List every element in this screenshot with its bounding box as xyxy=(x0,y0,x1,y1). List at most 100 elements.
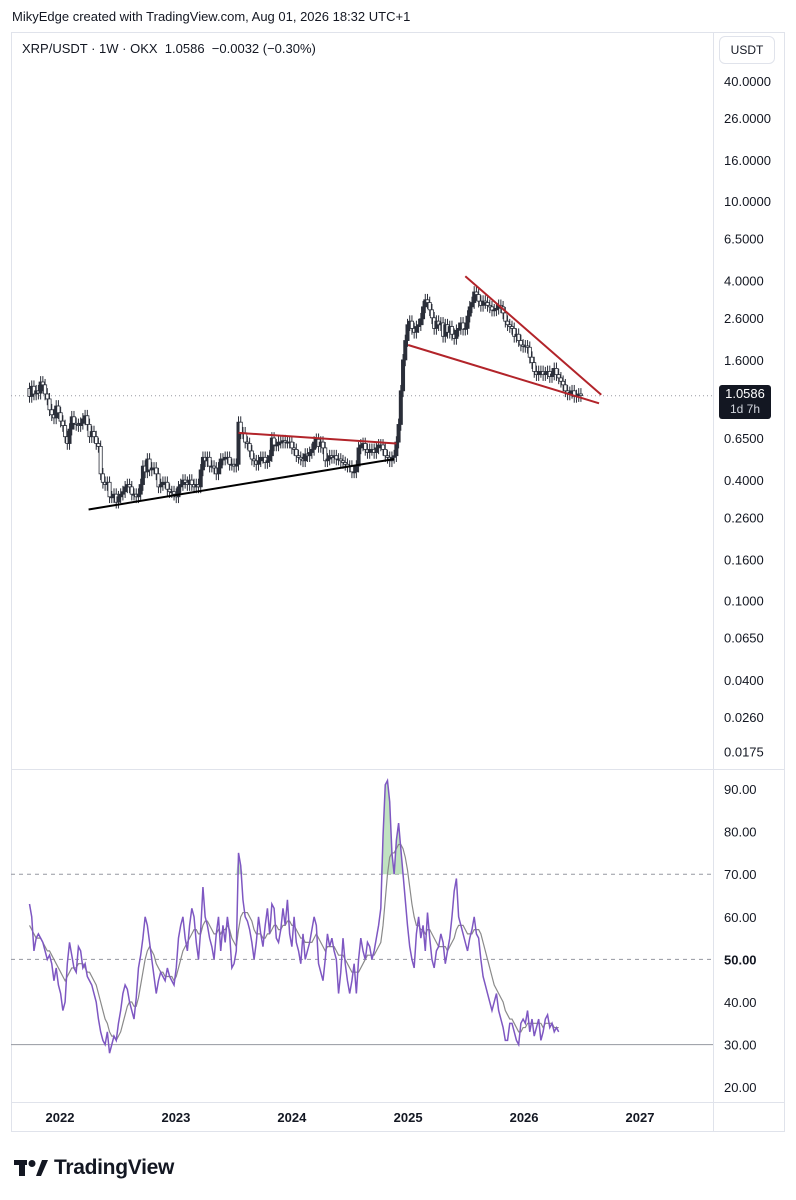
candle xyxy=(109,490,114,504)
candle xyxy=(60,415,65,432)
rsi-tick-label: 40.00 xyxy=(724,995,757,1010)
candle-body xyxy=(416,324,421,327)
candle xyxy=(345,458,350,473)
candle-body xyxy=(289,441,294,449)
candle-body xyxy=(56,405,61,414)
candle-body xyxy=(269,437,274,457)
candle-body xyxy=(189,479,194,485)
candle-body xyxy=(78,422,83,426)
candle xyxy=(85,409,90,431)
candle xyxy=(127,478,132,494)
candle-body xyxy=(489,306,494,311)
candle xyxy=(414,320,419,339)
candle xyxy=(74,417,79,431)
price-tick-label: 0.1600 xyxy=(724,553,764,568)
candle-body xyxy=(138,484,143,495)
candle-body xyxy=(43,384,48,395)
candle-body xyxy=(136,493,141,498)
candle xyxy=(572,384,577,403)
candle xyxy=(31,380,36,401)
candle-body xyxy=(87,424,92,438)
candle-body xyxy=(483,300,488,303)
candle-body xyxy=(276,441,281,446)
candle-body xyxy=(94,436,99,444)
candle-body xyxy=(40,381,45,386)
pane-separator xyxy=(11,769,785,770)
candle-body xyxy=(383,448,388,457)
candle xyxy=(289,436,294,455)
time-tick-label: 2027 xyxy=(626,1110,655,1125)
candle-body xyxy=(418,318,423,326)
candle xyxy=(96,437,101,453)
candle-body xyxy=(303,453,308,462)
candle-body xyxy=(481,300,486,306)
candle xyxy=(338,453,343,468)
price-tick-label: 0.2600 xyxy=(724,510,764,525)
candle-body xyxy=(343,462,348,465)
tradingview-logo[interactable]: TradingView xyxy=(14,1155,174,1181)
time-tick-label: 2023 xyxy=(161,1110,190,1125)
candle-body xyxy=(530,356,535,364)
candle xyxy=(56,400,61,420)
candle xyxy=(325,453,330,468)
candle xyxy=(45,388,50,406)
rsi-tick-label: 20.00 xyxy=(724,1080,757,1095)
candle-body xyxy=(278,441,283,444)
candle xyxy=(512,322,517,343)
candle-body xyxy=(67,428,72,444)
candle-body xyxy=(374,447,379,453)
candle-body xyxy=(503,312,508,322)
currency-button[interactable]: USDT xyxy=(719,36,775,64)
candle xyxy=(118,488,123,504)
candle xyxy=(398,384,403,431)
candle xyxy=(303,448,308,468)
candle-body xyxy=(123,486,128,493)
candle-body xyxy=(216,467,221,475)
candle xyxy=(78,417,83,432)
time-tick-label: 2025 xyxy=(394,1110,423,1125)
candle xyxy=(269,432,274,462)
candle xyxy=(298,451,303,466)
candle-body xyxy=(525,345,530,348)
candle-body xyxy=(116,496,121,503)
candle xyxy=(403,334,408,367)
legend-last-price: 1.0586 xyxy=(164,41,205,56)
candle-body xyxy=(381,444,386,450)
candle xyxy=(418,312,423,332)
candle-body xyxy=(472,291,477,303)
candle-body xyxy=(238,421,243,434)
candle xyxy=(107,476,112,504)
candle xyxy=(276,436,281,452)
candle-body xyxy=(263,456,268,463)
legend-symbol: XRP/USDT · 1W · OKX xyxy=(22,41,158,56)
candle-body xyxy=(198,469,203,488)
symbol-legend: XRP/USDT · 1W · OKX 1.0586 −0.0032 (−0.3… xyxy=(22,41,316,56)
candle xyxy=(43,378,48,401)
candle-body xyxy=(354,465,359,473)
price-tick-label: 0.0175 xyxy=(724,744,764,759)
candle-body xyxy=(167,488,172,493)
current-price-value: 1.0586 xyxy=(725,386,765,401)
candle-body xyxy=(487,304,492,308)
candle xyxy=(563,378,568,398)
candle xyxy=(481,295,486,312)
candle-body xyxy=(367,448,372,453)
candle xyxy=(296,449,301,464)
candle-body xyxy=(307,452,312,457)
candle xyxy=(469,296,474,314)
candle xyxy=(487,299,492,314)
candle xyxy=(216,462,221,481)
candle-body xyxy=(414,326,419,333)
candle xyxy=(489,300,494,317)
candle-body xyxy=(561,380,566,386)
candle xyxy=(38,376,43,400)
candle xyxy=(129,481,134,501)
candle-body xyxy=(129,486,134,495)
trendlines xyxy=(88,275,602,511)
candle-body xyxy=(512,328,517,337)
candle xyxy=(556,368,561,385)
candle-body xyxy=(454,329,459,339)
candle-body xyxy=(296,455,301,458)
candle xyxy=(176,481,181,504)
